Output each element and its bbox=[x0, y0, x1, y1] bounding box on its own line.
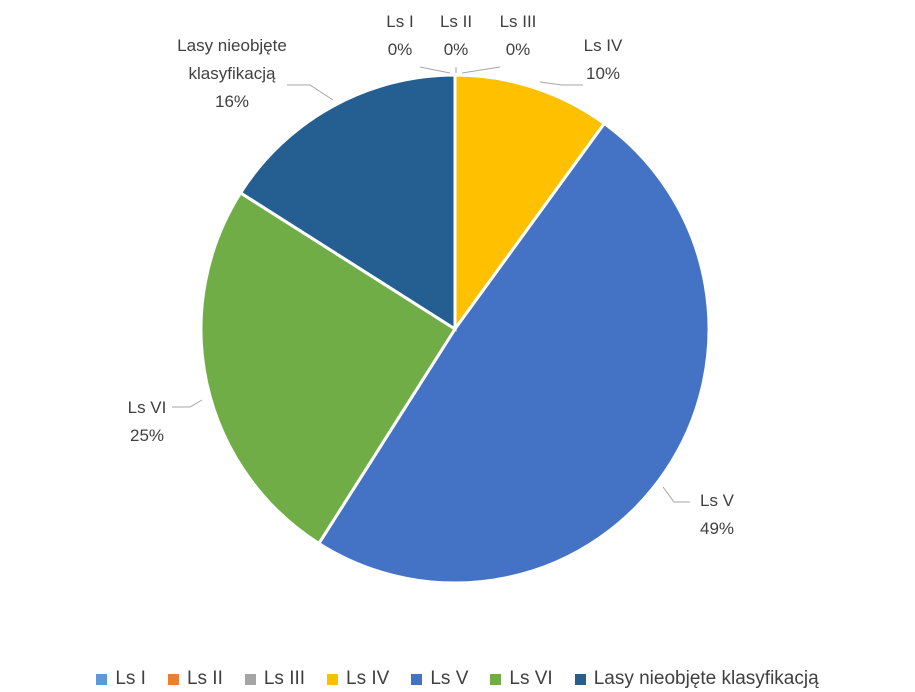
label-category: Ls III bbox=[499, 12, 537, 31]
legend-item: Ls II bbox=[167, 668, 223, 690]
label-category: Ls II bbox=[439, 12, 473, 31]
pie-slice bbox=[238, 73, 457, 332]
legend-label: Ls I bbox=[115, 668, 146, 689]
legend-swatch bbox=[490, 673, 502, 685]
data-label: Ls I 0% bbox=[370, 8, 430, 64]
leader-line bbox=[287, 84, 334, 101]
legend-swatch bbox=[327, 673, 339, 685]
legend-label: Ls IV bbox=[346, 668, 390, 689]
pie-slice bbox=[316, 121, 711, 585]
leader-line bbox=[419, 66, 451, 74]
legend-swatch bbox=[167, 673, 179, 685]
label-value: 10% bbox=[585, 64, 621, 83]
label-category: Ls V bbox=[699, 491, 735, 510]
label-value: 0% bbox=[505, 40, 531, 59]
label-value: 25% bbox=[129, 426, 165, 445]
label-value: 0% bbox=[387, 40, 413, 59]
legend-label: Ls VI bbox=[509, 668, 553, 689]
data-label: Ls V 49% bbox=[687, 487, 747, 543]
legend-swatch bbox=[574, 673, 586, 685]
leader-line bbox=[539, 81, 583, 86]
legend: Ls I Ls II Ls III Ls IV Ls V Ls VI Lasy nieobj… bbox=[0, 668, 915, 690]
label-value: 16% bbox=[214, 92, 250, 111]
label-category: Ls IV bbox=[583, 36, 623, 55]
leader-line bbox=[172, 399, 203, 408]
leader-line bbox=[461, 66, 501, 74]
legend-item: Lasy nieobjęte klasyfikacją bbox=[574, 668, 819, 690]
data-label: Ls VI 25% bbox=[117, 394, 177, 450]
legend-item: Ls V bbox=[411, 668, 468, 690]
label-value: 49% bbox=[699, 519, 735, 538]
legend-swatch bbox=[411, 673, 423, 685]
pie-slice bbox=[199, 190, 458, 546]
label-category: Ls I bbox=[386, 12, 414, 31]
data-label: Lasy nieobjęte klasyfikacją 16% bbox=[157, 32, 307, 116]
legend-label: Lasy nieobjęte klasyfikacją bbox=[593, 668, 819, 689]
legend-item: Ls I bbox=[96, 668, 146, 690]
legend-swatch bbox=[96, 673, 108, 685]
label-category: Lasy nieobjęte klasyfikacją bbox=[177, 36, 287, 83]
pie-slice bbox=[453, 73, 607, 334]
legend-label: Ls III bbox=[263, 668, 306, 689]
legend-label: Ls V bbox=[430, 668, 469, 689]
data-label: Ls III 0% bbox=[488, 8, 548, 64]
data-label: Ls II 0% bbox=[426, 8, 486, 64]
legend-label: Ls II bbox=[186, 668, 223, 689]
legend-item: Ls III bbox=[244, 668, 306, 690]
label-category: Ls VI bbox=[127, 398, 167, 417]
leader-line bbox=[662, 486, 690, 503]
data-label: Ls IV 10% bbox=[573, 32, 633, 88]
legend-item: Ls VI bbox=[490, 668, 553, 690]
label-value: 0% bbox=[443, 40, 469, 59]
legend-swatch bbox=[244, 673, 256, 685]
legend-item: Ls IV bbox=[327, 668, 389, 690]
